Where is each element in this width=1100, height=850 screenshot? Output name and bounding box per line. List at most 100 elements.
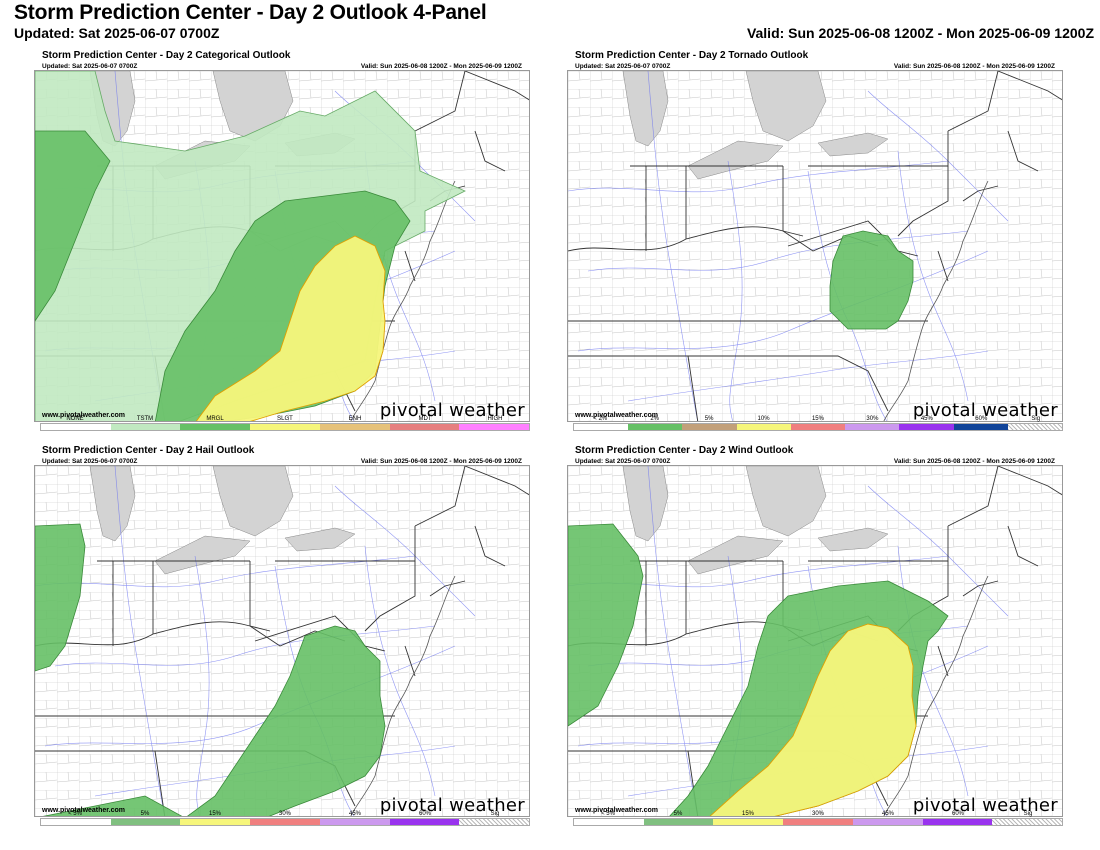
website-credit: www.pivotalweather.com [575, 412, 658, 419]
page-title: Storm Prediction Center - Day 2 Outlook … [14, 1, 487, 24]
hail-5pct-area-west [35, 523, 86, 672]
panel-title: Storm Prediction Center - Day 2 Categori… [42, 50, 291, 61]
panel-valid: Valid: Sun 2025-06-08 1200Z - Mon 2025-0… [360, 63, 522, 70]
legend-label: 2% [650, 416, 659, 422]
legend-swatch [41, 819, 111, 825]
legend-label: 60% [951, 811, 964, 817]
legend-swatch [319, 819, 390, 825]
legend-swatch [790, 424, 846, 430]
legend-swatch-high [459, 424, 530, 430]
panel-updated: Updated: Sat 2025-06-07 0700Z [42, 458, 138, 465]
legend-swatch-tstm [110, 424, 181, 430]
categorical-outlook-panel: Storm Prediction Center - Day 2 Categori… [34, 50, 530, 434]
legend-swatch [180, 819, 251, 825]
legend-label: Sig [490, 811, 500, 817]
wind-outlook-panel: Storm Prediction Center - Day 2 Wind Out… [567, 445, 1063, 829]
legend-swatch [953, 424, 1008, 430]
hail-outlook-panel: Storm Prediction Center - Day 2 Hail Out… [34, 445, 530, 829]
slgt-area [195, 235, 386, 421]
legend-label: 45% [881, 811, 894, 817]
legend-swatch [110, 819, 181, 825]
tornado-legend: < 2% 2% 5% 10% 15% 30% 45% 60% Sig [573, 415, 1063, 435]
hail-legend: < 5% 5% 15% 30% 45% 60% Sig [40, 810, 530, 830]
legend-swatch-none [41, 424, 111, 430]
legend-swatch-mdt [389, 424, 460, 430]
legend-label: 15% [811, 416, 824, 422]
legend-label-high: HIGH [487, 416, 503, 422]
panel-title: Storm Prediction Center - Day 2 Tornado … [575, 50, 809, 61]
website-credit: www.pivotalweather.com [42, 807, 125, 814]
legend-swatch-sig [1007, 424, 1062, 430]
legend-label: < 5% [601, 811, 615, 817]
legend-label: 5% [673, 811, 683, 817]
legend-swatch [922, 819, 993, 825]
legend-label: 60% [975, 416, 988, 422]
legend-label: 30% [811, 811, 824, 817]
panel-valid: Valid: Sun 2025-06-08 1200Z - Mon 2025-0… [360, 458, 522, 465]
legend-label: < 5% [68, 811, 82, 817]
legend-label-enh: ENH [348, 416, 362, 422]
legend-swatch-slgt [250, 424, 320, 430]
legend-swatch [899, 424, 954, 430]
legend-label-slgt: SLGT [277, 416, 293, 422]
legend-swatch [574, 424, 629, 430]
panel-valid: Valid: Sun 2025-06-08 1200Z - Mon 2025-0… [893, 458, 1055, 465]
legend-label: < 2% [593, 416, 608, 422]
legend-swatch [628, 424, 683, 430]
hail-map[interactable]: www.pivotalweather.com pivotal weather [34, 465, 530, 817]
legend-label: Sig [1023, 811, 1033, 817]
legend-swatch [852, 819, 923, 825]
brand-logo: pivotal weather [379, 795, 525, 816]
legend-label: 15% [208, 811, 221, 817]
legend-swatch-sig [459, 819, 530, 825]
brand-logo: pivotal weather [379, 400, 525, 421]
legend-swatch [250, 819, 320, 825]
wind-5pct-area-west [568, 523, 644, 727]
legend-swatch-mrgl [180, 424, 251, 430]
legend-swatch [682, 424, 737, 430]
categorical-legend: NONE TSTM MRGL SLGT ENH MDT HIGH [40, 415, 530, 435]
legend-label: 5% [140, 811, 150, 817]
legend-label-mrgl: MRGL [206, 416, 224, 422]
legend-label: 45% [920, 416, 933, 422]
legend-swatch [713, 819, 784, 825]
panel-updated: Updated: Sat 2025-06-07 0700Z [42, 63, 138, 70]
legend-label: 30% [866, 416, 879, 422]
legend-swatch-enh [319, 424, 390, 430]
legend-swatch [736, 424, 791, 430]
categorical-map[interactable]: www.pivotalweather.com pivotal weather [34, 70, 530, 422]
legend-swatch [845, 424, 900, 430]
wind-legend: < 5% 5% 15% 30% 45% 60% Sig [573, 810, 1063, 830]
website-credit: www.pivotalweather.com [575, 807, 658, 814]
panel-updated: Updated: Sat 2025-06-07 0700Z [575, 63, 671, 70]
legend-label: 30% [278, 811, 291, 817]
legend-label: 45% [348, 811, 361, 817]
brand-logo: pivotal weather [912, 400, 1058, 421]
legend-label: 15% [741, 811, 754, 817]
tornado-outlook-panel: Storm Prediction Center - Day 2 Tornado … [567, 50, 1063, 434]
legend-label-mdt: MDT [418, 416, 432, 422]
legend-swatch [783, 819, 853, 825]
tornado-2pct-area [829, 230, 914, 330]
wind-map[interactable]: www.pivotalweather.com pivotal weather [567, 465, 1063, 817]
panel-title: Storm Prediction Center - Day 2 Wind Out… [575, 445, 794, 456]
legend-label: 60% [418, 811, 431, 817]
tornado-map[interactable]: www.pivotalweather.com pivotal weather [567, 70, 1063, 422]
legend-label-tstm: TSTM [136, 416, 154, 422]
legend-swatch [574, 819, 644, 825]
hail-5pct-area-east [42, 625, 386, 816]
wind-15pct-area [709, 623, 917, 816]
legend-swatch [643, 819, 714, 825]
legend-swatch [389, 819, 460, 825]
legend-swatch-sig [992, 819, 1063, 825]
panel-valid: Valid: Sun 2025-06-08 1200Z - Mon 2025-0… [893, 63, 1055, 70]
website-credit: www.pivotalweather.com [42, 412, 125, 419]
mrgl-area-west [35, 130, 111, 322]
legend-label: 5% [704, 416, 714, 422]
legend-label: 10% [757, 416, 770, 422]
panel-updated: Updated: Sat 2025-06-07 0700Z [575, 458, 671, 465]
page-updated-time: Updated: Sat 2025-06-07 0700Z [14, 25, 220, 41]
panel-title: Storm Prediction Center - Day 2 Hail Out… [42, 445, 255, 456]
brand-logo: pivotal weather [912, 795, 1058, 816]
legend-label: Sig [1031, 416, 1041, 422]
